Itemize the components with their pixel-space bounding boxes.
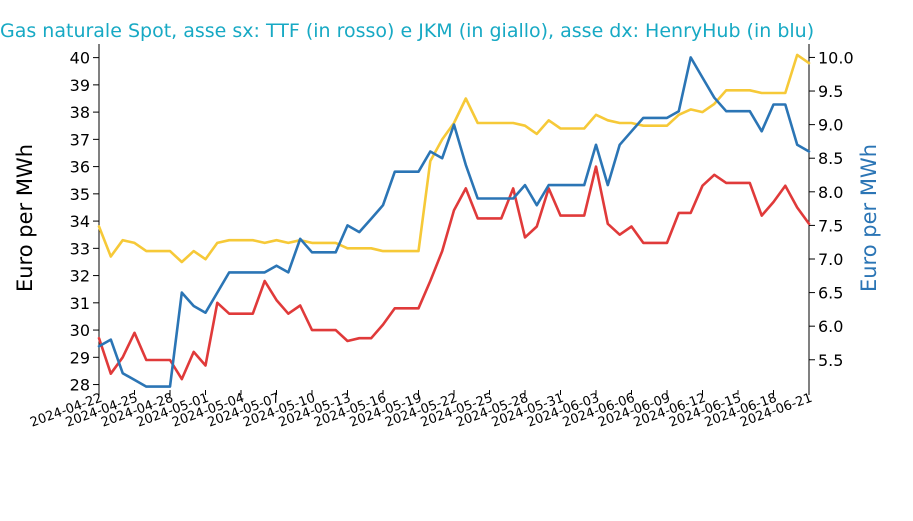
left-tick-label: 30 <box>70 321 90 340</box>
series-layer <box>97 53 811 388</box>
left-tick: 30 <box>70 321 99 340</box>
right-tick-label: 5.5 <box>818 351 843 370</box>
right-tick: 6.0 <box>809 317 843 336</box>
right-tick: 7.5 <box>809 216 843 235</box>
left-tick-label: 36 <box>70 158 90 177</box>
left-tick-label: 31 <box>70 294 90 313</box>
left-tick: 39 <box>70 76 99 95</box>
right-tick-label: 6.0 <box>818 317 843 336</box>
left-tick: 33 <box>70 239 99 258</box>
left-tick: 32 <box>70 267 99 286</box>
left-tick: 28 <box>70 376 99 395</box>
left-tick: 38 <box>70 103 99 122</box>
right-tick: 10.0 <box>809 48 854 67</box>
x-axis-ticks: 2024-04-222024-04-252024-04-282024-05-01… <box>28 390 814 431</box>
left-tick: 29 <box>70 348 99 367</box>
left-tick-label: 37 <box>70 130 90 149</box>
right-tick: 8.0 <box>809 183 843 202</box>
right-tick: 9.0 <box>809 116 843 135</box>
jkm-series-line <box>97 53 811 264</box>
left-tick: 37 <box>70 130 99 149</box>
left-tick-label: 29 <box>70 348 90 367</box>
right-tick-label: 8.5 <box>818 149 843 168</box>
right-tick-label: 10.0 <box>818 48 854 67</box>
left-axis-ticks: 28 29 30 31 32 33 34 35 36 37 38 39 40 <box>70 49 99 395</box>
left-tick: 40 <box>70 49 99 68</box>
right-tick-label: 9.0 <box>818 116 843 135</box>
henryhub-series-line <box>97 56 811 388</box>
left-tick-label: 28 <box>70 376 90 395</box>
left-tick-label: 32 <box>70 267 90 286</box>
right-tick-label: 7.0 <box>818 250 843 269</box>
right-tick-label: 7.5 <box>818 216 843 235</box>
right-tick: 5.5 <box>809 351 843 370</box>
left-tick-label: 33 <box>70 239 90 258</box>
ttf-series-line <box>97 165 811 381</box>
right-axis-label: Euro per MWh <box>857 144 881 292</box>
right-axis-ticks: 5.5 6.0 6.5 7.0 7.5 8.0 8.5 9.0 9.5 10.0 <box>809 48 854 370</box>
right-tick-label: 9.5 <box>818 82 843 101</box>
left-tick: 35 <box>70 185 99 204</box>
left-tick-label: 39 <box>70 76 90 95</box>
right-tick-label: 8.0 <box>818 183 843 202</box>
right-tick: 8.5 <box>809 149 843 168</box>
left-tick: 36 <box>70 158 99 177</box>
right-tick: 7.0 <box>809 250 843 269</box>
left-tick-label: 38 <box>70 103 90 122</box>
left-tick-label: 40 <box>70 49 90 68</box>
right-tick: 9.5 <box>809 82 843 101</box>
right-tick: 6.5 <box>809 284 843 303</box>
left-tick: 31 <box>70 294 99 313</box>
axes <box>98 44 810 390</box>
left-tick-label: 34 <box>70 212 90 231</box>
left-tick: 34 <box>70 212 99 231</box>
left-axis-label: Euro per MWh <box>13 144 37 292</box>
right-tick-label: 6.5 <box>818 284 843 303</box>
chart-title: Gas naturale Spot, asse sx: TTF (in ross… <box>0 20 815 42</box>
left-tick-label: 35 <box>70 185 90 204</box>
